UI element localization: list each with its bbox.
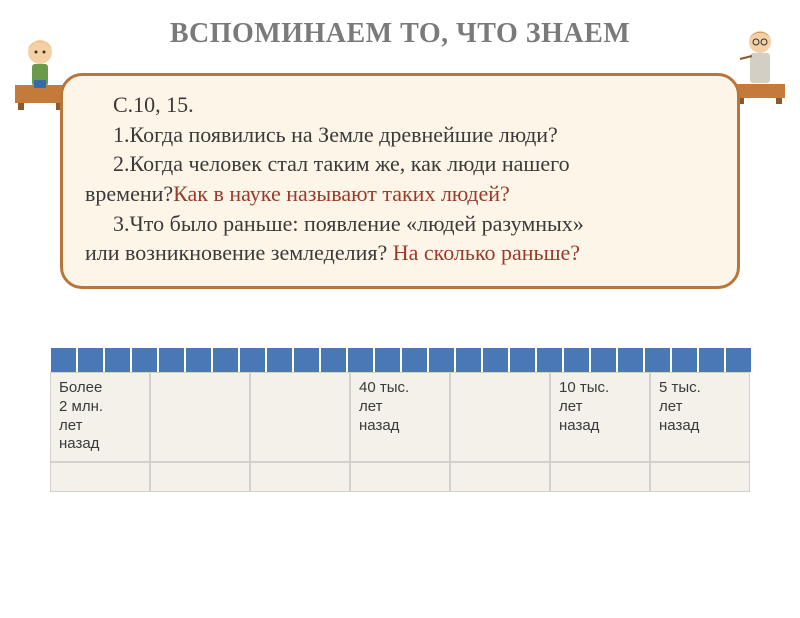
timeline-cell-0: Более2 млн.летназад — [50, 372, 150, 462]
timeline-tick — [131, 348, 158, 372]
question-2-line2: времени?Как в науке называют таких людей… — [85, 179, 715, 209]
timeline-tick — [212, 348, 239, 372]
timeline-cell-6: 5 тыс.летназад — [650, 372, 750, 462]
timeline-cell-empty-4 — [450, 462, 550, 492]
timeline-tick — [536, 348, 563, 372]
question-3-line2: или возникновение земледелия? На сколько… — [85, 238, 715, 268]
timeline-tick — [347, 348, 374, 372]
timeline-header-ticks — [50, 348, 752, 372]
timeline-tick — [239, 348, 266, 372]
timeline-tick — [374, 348, 401, 372]
question-2-part-b: времени? — [85, 181, 173, 206]
timeline-tick — [77, 348, 104, 372]
timeline-cell-empty-0 — [50, 462, 150, 492]
timeline-tick — [185, 348, 212, 372]
question-2-red: Как в науке называют таких людей? — [173, 181, 510, 206]
timeline-tick — [482, 348, 509, 372]
timeline-tick — [590, 348, 617, 372]
timeline-tick — [293, 348, 320, 372]
timeline-cell-empty-5 — [550, 462, 650, 492]
timeline-cell-empty-6 — [650, 462, 750, 492]
question-3-part-b: или возникновение земледелия? — [85, 240, 393, 265]
timeline-tick — [644, 348, 671, 372]
timeline-cell-5: 10 тыс.летназад — [550, 372, 650, 462]
timeline-tick — [401, 348, 428, 372]
timeline-tick — [50, 348, 77, 372]
timeline-tick — [617, 348, 644, 372]
timeline-table: Более2 млн.летназад 40 тыс.летназад 10 тыс… — [50, 348, 752, 492]
timeline-tick — [266, 348, 293, 372]
question-3-red: На сколько раньше? — [393, 240, 580, 265]
timeline-tick — [671, 348, 698, 372]
timeline-cell-2 — [250, 372, 350, 462]
timeline-tick — [104, 348, 131, 372]
question-2-line1: 2.Когда человек стал таким же, как люди … — [85, 149, 715, 179]
timeline-tick — [428, 348, 455, 372]
timeline-labels-row: Более2 млн.летназад 40 тыс.летназад 10 тыс… — [50, 372, 752, 462]
timeline-cell-empty-1 — [150, 462, 250, 492]
question-3-line1: 3.Что было раньше: появление «людей разу… — [85, 209, 715, 239]
timeline-tick — [509, 348, 536, 372]
timeline-cell-3: 40 тыс.летназад — [350, 372, 450, 462]
question-box: С.10, 15. 1.Когда появились на Земле дре… — [60, 73, 740, 289]
timeline-tick — [455, 348, 482, 372]
timeline-tick — [158, 348, 185, 372]
timeline-cell-1 — [150, 372, 250, 462]
timeline-cell-empty-2 — [250, 462, 350, 492]
timeline-empty-row — [50, 462, 752, 492]
timeline-cell-empty-3 — [350, 462, 450, 492]
page-reference: С.10, 15. — [85, 90, 715, 120]
question-1: 1.Когда появились на Земле древнейшие лю… — [85, 120, 715, 150]
timeline-tick — [698, 348, 725, 372]
timeline-cell-4 — [450, 372, 550, 462]
timeline-tick — [563, 348, 590, 372]
timeline-tick — [725, 348, 752, 372]
timeline-tick — [320, 348, 347, 372]
slide-title: ВСПОМИНАЕМ ТО, ЧТО ЗНАЕМ — [0, 18, 800, 50]
